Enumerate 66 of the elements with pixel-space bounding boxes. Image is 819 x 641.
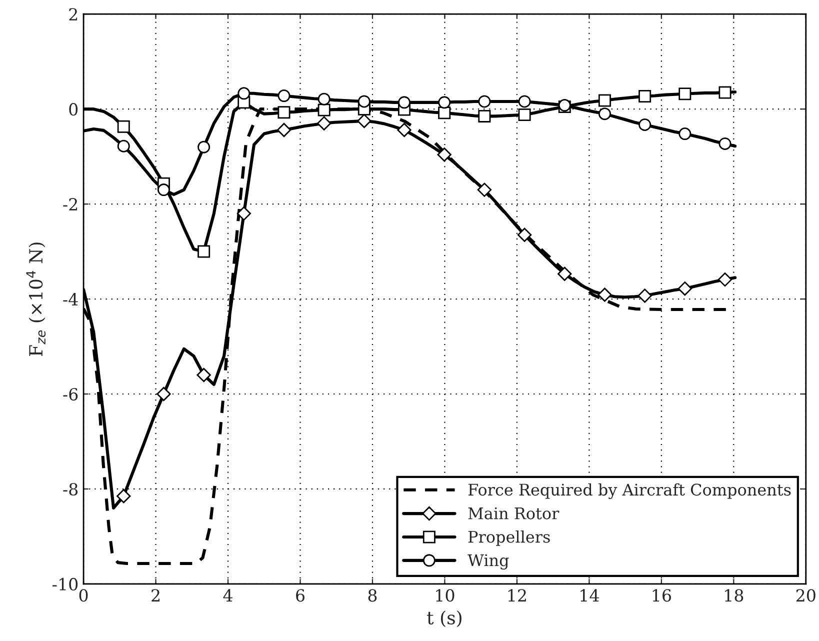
point xyxy=(438,106,451,120)
point xyxy=(678,128,692,140)
x-tick-label: 8 xyxy=(368,589,377,602)
point xyxy=(558,266,572,281)
y-tick-label: -8 xyxy=(63,482,78,496)
x-tick-label: 10 xyxy=(436,589,454,602)
y-axis-title: F$_{ze}$ (×10$^{4}$ N) xyxy=(26,242,46,356)
point xyxy=(518,95,531,108)
point xyxy=(117,140,130,152)
point xyxy=(156,386,171,402)
x-tick-label: 12 xyxy=(508,589,526,602)
y-tick-label: -4 xyxy=(63,292,78,306)
point xyxy=(678,282,692,296)
point xyxy=(238,87,250,100)
point xyxy=(357,114,372,128)
y-tick-label: -6 xyxy=(63,388,78,401)
y-tick-label: 2 xyxy=(69,8,78,20)
point xyxy=(318,104,330,116)
point xyxy=(598,94,611,107)
x-tick-label: 18 xyxy=(725,589,744,602)
x-tick-label: 16 xyxy=(652,589,671,602)
x-tick-label: 2 xyxy=(152,589,160,602)
point xyxy=(718,272,732,287)
point xyxy=(116,489,131,504)
point xyxy=(718,86,732,99)
point xyxy=(117,120,130,133)
legend-label: Force Required by Aircraft Components xyxy=(468,483,791,500)
point xyxy=(477,182,492,197)
point xyxy=(518,108,531,122)
point xyxy=(196,368,211,382)
point xyxy=(236,206,251,221)
point xyxy=(598,288,612,302)
legend-label: Propellers xyxy=(468,530,550,546)
x-tick-label: 0 xyxy=(79,589,88,602)
point xyxy=(198,140,210,154)
x-tick-label: 20 xyxy=(796,589,816,602)
y-tick-label: -2 xyxy=(63,198,78,210)
point xyxy=(478,110,491,122)
point xyxy=(398,96,411,109)
x-tick-label: 6 xyxy=(296,589,304,602)
y-tick-label: 0 xyxy=(69,103,78,116)
x-axis-title: t (s) xyxy=(427,610,462,628)
point xyxy=(358,95,370,108)
point xyxy=(638,288,652,303)
point xyxy=(278,90,290,102)
point xyxy=(718,137,732,150)
point xyxy=(397,122,412,138)
point xyxy=(437,148,452,162)
x-tick-label: 14 xyxy=(580,589,599,602)
point xyxy=(478,95,491,108)
point xyxy=(276,122,292,138)
y-tick-label: -10 xyxy=(52,578,78,591)
legend-label: Main Rotor xyxy=(468,507,560,520)
point xyxy=(638,118,652,131)
point xyxy=(278,106,290,119)
point xyxy=(317,116,332,130)
point xyxy=(638,90,652,103)
point xyxy=(678,88,692,100)
point xyxy=(318,92,330,106)
point xyxy=(598,108,611,120)
point xyxy=(157,184,170,196)
legend-label: Wing xyxy=(468,554,509,570)
point xyxy=(198,245,210,258)
point xyxy=(517,228,532,242)
point xyxy=(438,96,451,109)
x-tick-label: 4 xyxy=(223,589,232,602)
